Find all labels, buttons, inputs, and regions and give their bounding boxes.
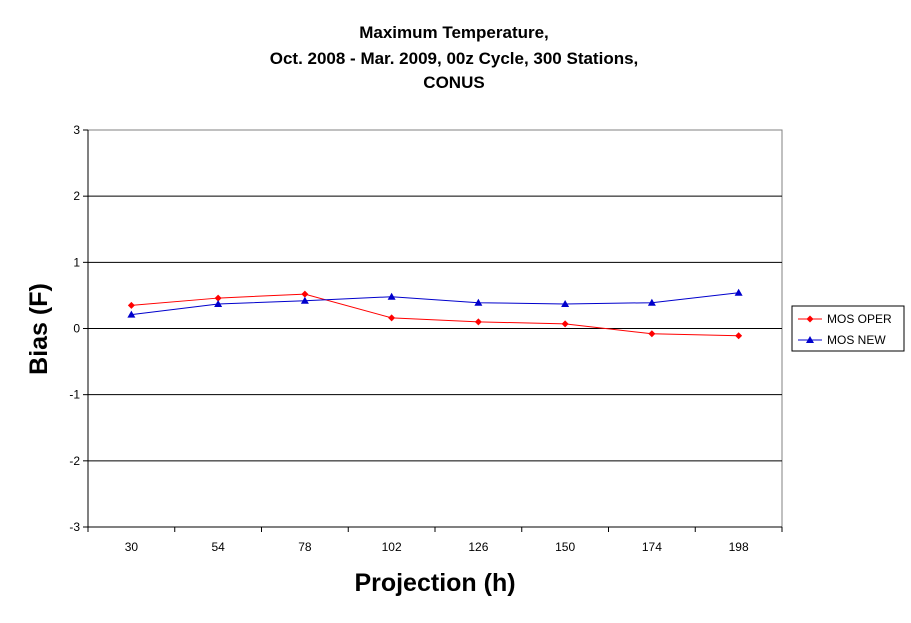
x-tick-label: 174 xyxy=(642,540,662,554)
y-axis-tick-labels: 3 2 1 0 -1 -2 -3 xyxy=(69,123,80,534)
data-point xyxy=(300,296,309,304)
x-tick-label: 126 xyxy=(468,540,488,554)
y-tick-label: -1 xyxy=(69,388,80,402)
legend-box xyxy=(791,305,905,352)
y-tick-label: 3 xyxy=(73,123,80,137)
y-tick-label: 1 xyxy=(73,255,80,269)
series-lines xyxy=(127,288,743,340)
data-point xyxy=(648,330,656,338)
chart-title: Maximum Temperature, Oct. 2008 - Mar. 20… xyxy=(270,23,639,92)
x-tick-label: 198 xyxy=(729,540,749,554)
legend: MOS OPER MOS NEW xyxy=(791,305,905,352)
data-point xyxy=(647,298,656,306)
chart-title-line-3: CONUS xyxy=(423,73,484,92)
gridlines xyxy=(88,195,782,462)
data-point xyxy=(561,320,569,328)
data-point xyxy=(735,332,743,340)
data-point xyxy=(806,336,814,343)
chart-title-line-2: Oct. 2008 - Mar. 2009, 00z Cycle, 300 St… xyxy=(270,49,639,68)
series-mos-oper xyxy=(127,290,743,340)
x-tick-label: 54 xyxy=(211,540,225,554)
data-point xyxy=(214,294,222,302)
data-point xyxy=(474,318,482,326)
data-point xyxy=(214,300,223,308)
chart-title-line-1: Maximum Temperature, xyxy=(359,23,549,42)
data-point xyxy=(806,315,814,323)
data-point xyxy=(127,310,136,318)
y-tick-label: 2 xyxy=(73,189,80,203)
legend-label: MOS OPER xyxy=(827,312,892,326)
series-line xyxy=(131,292,739,316)
data-point xyxy=(127,301,135,309)
y-tick-label: 0 xyxy=(73,322,80,336)
x-axis-title: Projection (h) xyxy=(354,569,515,597)
series-line xyxy=(131,293,739,337)
x-tick-label: 78 xyxy=(298,540,312,554)
y-axis-title: Bias (F) xyxy=(25,283,53,375)
x-tick-label: 102 xyxy=(382,540,402,554)
x-tick-label: 150 xyxy=(555,540,575,554)
data-point xyxy=(387,292,396,300)
data-point xyxy=(561,300,570,308)
y-tick-label: -2 xyxy=(69,454,80,468)
data-point xyxy=(301,290,309,298)
x-tick-label: 30 xyxy=(125,540,139,554)
series-mos-new xyxy=(127,288,743,318)
data-point xyxy=(388,314,396,322)
y-tick-label: -3 xyxy=(69,520,80,534)
data-point xyxy=(734,288,743,296)
data-point xyxy=(474,298,483,306)
axes xyxy=(83,129,783,532)
x-axis-tick-labels: 30 54 78 102 126 150 174 198 xyxy=(125,540,749,554)
legend-label: MOS NEW xyxy=(827,333,886,347)
